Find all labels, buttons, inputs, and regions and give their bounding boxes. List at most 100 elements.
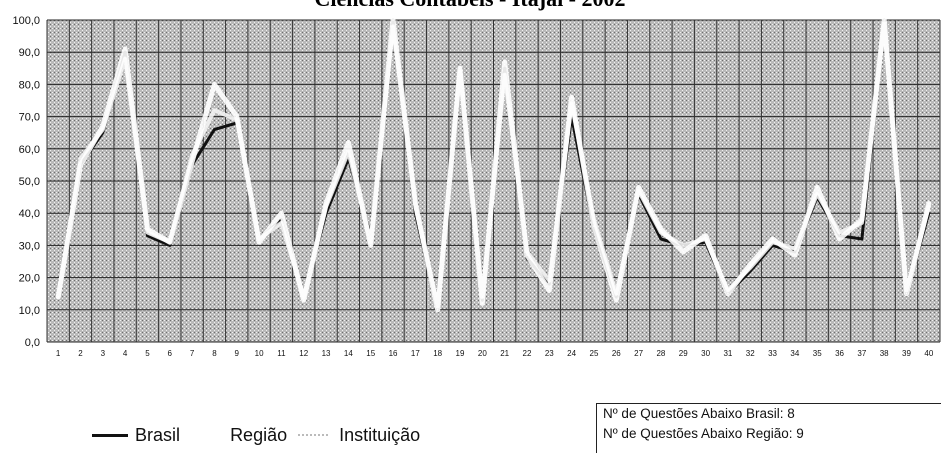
x-tick-label: 22 — [523, 349, 532, 358]
x-tick-label: 6 — [168, 349, 173, 358]
data-point — [213, 109, 216, 111]
x-tick-label: 31 — [723, 349, 732, 358]
x-tick-label: 39 — [902, 349, 911, 358]
data-point — [593, 225, 595, 227]
x-tick-label: 36 — [835, 349, 844, 358]
y-tick-label: 0,0 — [25, 337, 40, 349]
x-tick-label: 37 — [857, 349, 866, 358]
y-tick-label: 70,0 — [19, 112, 40, 124]
chart-title: Ciências Contábeis - Itajaí - 2002 — [314, 0, 625, 11]
data-point — [459, 67, 461, 70]
data-point — [838, 238, 841, 240]
y-tick-label: 10,0 — [19, 305, 40, 317]
x-tick-label: 25 — [590, 349, 599, 358]
data-point — [347, 141, 350, 144]
x-tick-label: 18 — [433, 349, 442, 358]
y-tick-label: 40,0 — [19, 208, 40, 220]
legend-label-regiao: Região — [230, 424, 288, 445]
info-below-regiao: Nº de Questões Abaixo Região: 9 — [603, 426, 804, 441]
x-tick-label: 28 — [656, 349, 665, 358]
data-point — [660, 238, 662, 240]
x-tick-label: 10 — [255, 349, 264, 358]
y-axis: 0,0 10,0 20,0 30,0 40,0 50,0 60,0 70,0 80,0 90,0 1… — [12, 15, 40, 349]
data-point — [503, 61, 506, 63]
x-tick-label: 15 — [366, 349, 375, 358]
data-point — [79, 157, 82, 160]
data-point — [682, 251, 685, 253]
data-point — [258, 241, 260, 243]
info-box: Nº de Questões Abaixo Brasil: 8 Nº de Qu… — [596, 403, 941, 453]
x-tick-label: 29 — [679, 349, 688, 358]
data-point — [615, 299, 618, 301]
data-point — [124, 48, 126, 50]
series-line-instituicao — [55, 17, 932, 313]
data-point — [928, 202, 930, 205]
series-lines — [55, 17, 932, 313]
legend-label-instituicao: Instituição — [339, 424, 421, 445]
data-point — [302, 299, 305, 301]
x-tick-label: 11 — [277, 349, 286, 358]
x-tick-label: 3 — [101, 349, 106, 358]
data-point — [57, 296, 59, 298]
legend: Brasil Região Instituição — [92, 424, 420, 446]
data-point — [168, 244, 171, 247]
data-point — [794, 254, 796, 256]
data-point — [79, 164, 82, 166]
data-point — [771, 238, 774, 240]
x-tick-label: 35 — [813, 349, 822, 358]
x-tick-label: 24 — [567, 349, 576, 358]
x-tick-label: 4 — [123, 349, 128, 358]
data-point — [905, 292, 908, 295]
x-tick-label: 40 — [924, 349, 933, 358]
data-point — [325, 202, 327, 205]
x-tick-label: 27 — [634, 349, 643, 358]
y-tick-label: 60,0 — [19, 144, 40, 156]
x-tick-label: 16 — [389, 349, 398, 358]
data-point — [392, 19, 394, 21]
legend-label-brasil: Brasil — [135, 424, 181, 445]
y-tick-label: 20,0 — [19, 273, 40, 285]
data-point — [191, 160, 193, 163]
data-point — [280, 212, 283, 214]
data-point — [168, 241, 171, 243]
data-point — [526, 254, 528, 256]
y-tick-label: 80,0 — [19, 79, 40, 91]
x-tick-label: 33 — [768, 349, 777, 358]
x-tick-label: 13 — [322, 349, 331, 358]
data-point — [883, 19, 885, 21]
data-point — [213, 128, 216, 131]
gridlines — [46, 19, 941, 343]
y-tick-label: 90,0 — [19, 47, 40, 59]
data-point — [570, 96, 573, 99]
x-tick-label: 14 — [344, 349, 353, 358]
data-point — [102, 125, 104, 128]
x-tick-label: 17 — [411, 349, 420, 358]
data-point — [146, 228, 149, 231]
legend-swatch-instituicao — [298, 434, 329, 437]
data-point — [637, 186, 640, 189]
data-point — [861, 218, 863, 221]
x-tick-label: 23 — [545, 349, 554, 358]
x-tick-label: 38 — [880, 349, 889, 358]
x-tick-label: 2 — [78, 349, 83, 358]
x-axis: 1 2 3 4 5 6 7 8 9 10 11 12 13 14 15 16 17 18 19 20 21 22 23 24 2… — [56, 349, 934, 358]
x-tick-label: 20 — [478, 349, 487, 358]
data-point — [749, 263, 752, 266]
data-point — [861, 238, 863, 240]
x-tick-label: 1 — [56, 349, 61, 358]
x-tick-label: 21 — [500, 349, 509, 358]
x-tick-label: 26 — [612, 349, 621, 358]
x-tick-label: 30 — [701, 349, 710, 358]
x-tick-label: 5 — [145, 349, 150, 358]
data-point — [235, 115, 238, 118]
y-tick-label: 100,0 — [12, 15, 40, 27]
data-point — [436, 309, 439, 311]
data-point — [727, 292, 729, 295]
y-tick-label: 50,0 — [19, 176, 40, 188]
data-point — [548, 289, 551, 292]
data-point — [146, 234, 149, 237]
x-tick-label: 8 — [212, 349, 217, 358]
data-point — [369, 244, 372, 247]
x-tick-label: 12 — [299, 349, 308, 358]
